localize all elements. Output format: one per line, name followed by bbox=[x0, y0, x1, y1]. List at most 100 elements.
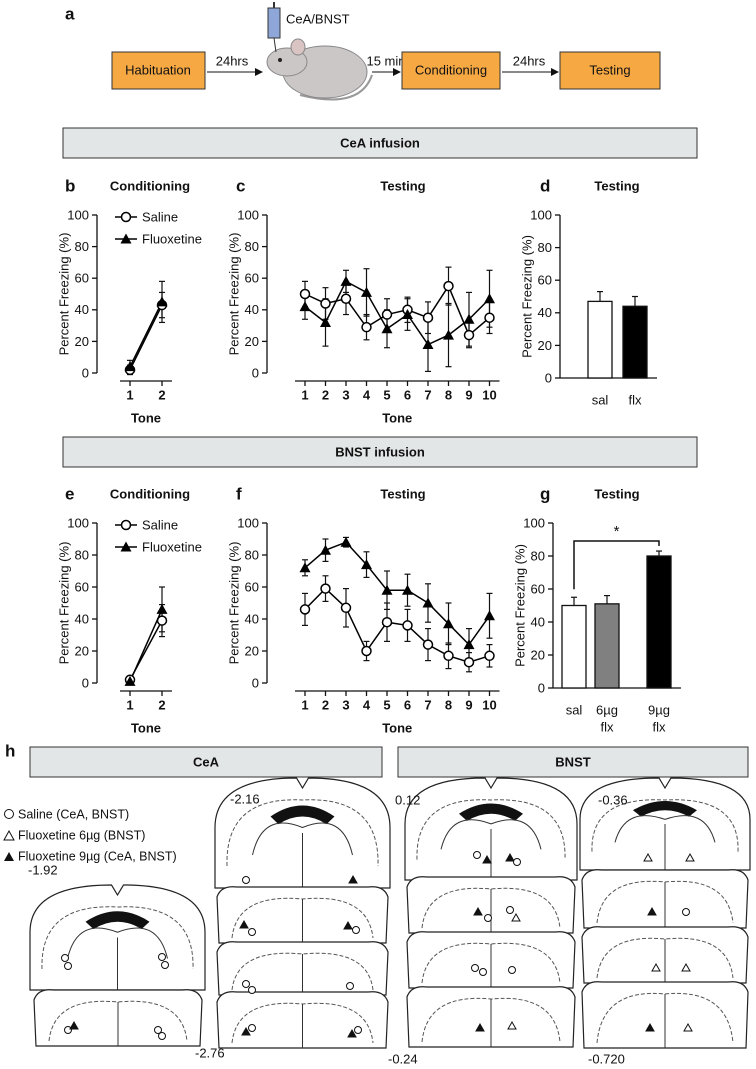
marker bbox=[443, 618, 454, 629]
marker bbox=[320, 544, 331, 555]
coordinate: -2.76 bbox=[195, 1045, 225, 1060]
brain-curve bbox=[596, 937, 734, 979]
x-tick-label: 10 bbox=[482, 387, 496, 402]
y-tick-label: 100 bbox=[530, 207, 552, 222]
marker bbox=[484, 610, 495, 621]
x-tick-label: 6 bbox=[404, 387, 411, 402]
y-tick-label: 100 bbox=[67, 515, 89, 530]
coordinate: -0.36 bbox=[598, 792, 628, 807]
chart-title: Conditioning bbox=[110, 178, 190, 193]
y-tick-label: 100 bbox=[67, 207, 89, 222]
y-tick-label: 60 bbox=[75, 579, 89, 594]
x-tick-label: 6 bbox=[404, 697, 411, 712]
marker bbox=[443, 650, 454, 662]
marker bbox=[361, 321, 372, 333]
marker bbox=[299, 301, 311, 312]
site-symbol bbox=[647, 906, 657, 916]
y-tick-label: 0 bbox=[545, 370, 552, 385]
y-tick-label: 20 bbox=[245, 643, 259, 658]
legend-text: Fluoxetine bbox=[142, 231, 202, 246]
site-symbol bbox=[508, 966, 516, 974]
site-symbol bbox=[242, 980, 250, 988]
brain-curve bbox=[421, 887, 561, 929]
region-banner bbox=[29, 746, 383, 778]
marker bbox=[361, 286, 372, 297]
bar bbox=[561, 604, 587, 689]
marker bbox=[340, 275, 352, 286]
ventricle bbox=[85, 911, 150, 930]
x-tick-label: 5 bbox=[383, 387, 390, 402]
site-symbol bbox=[347, 1028, 357, 1038]
marker bbox=[320, 583, 331, 594]
marker bbox=[463, 639, 475, 650]
panel-label: a bbox=[65, 4, 75, 23]
x-tick-label: 9 bbox=[465, 697, 472, 712]
site-symbol bbox=[475, 1022, 485, 1032]
x-tick-label: 8 bbox=[445, 697, 452, 712]
marker bbox=[124, 361, 136, 372]
ventricle bbox=[270, 805, 335, 825]
bar bbox=[622, 305, 648, 379]
marker bbox=[443, 280, 454, 292]
marker bbox=[340, 536, 352, 547]
series-line bbox=[129, 304, 163, 371]
y-axis-label: Percent Freezing (%) bbox=[226, 233, 241, 356]
marker bbox=[422, 339, 434, 350]
marker bbox=[402, 620, 413, 631]
panel-label: b bbox=[65, 176, 75, 195]
x-tick-label: 8 bbox=[445, 387, 452, 402]
step-box bbox=[559, 51, 661, 90]
legend-symbol bbox=[4, 809, 14, 819]
marker bbox=[340, 293, 352, 304]
marker bbox=[443, 329, 454, 340]
y-tick-label: 40 bbox=[538, 305, 552, 320]
section-title: BNST infusion bbox=[335, 444, 425, 459]
brain-inner bbox=[591, 799, 739, 852]
marker bbox=[299, 288, 311, 300]
marker bbox=[299, 604, 311, 615]
marker bbox=[484, 650, 495, 662]
panel-label: d bbox=[540, 176, 550, 195]
site-symbol bbox=[473, 906, 483, 916]
x-tick-label: 7 bbox=[424, 697, 431, 712]
site-symbol bbox=[651, 962, 661, 972]
marker bbox=[463, 313, 475, 324]
site-symbol bbox=[643, 852, 653, 862]
site-symbol bbox=[682, 908, 690, 916]
site-symbol bbox=[248, 986, 256, 994]
marker bbox=[299, 562, 311, 573]
bar bbox=[594, 603, 620, 689]
site-symbol bbox=[683, 1022, 693, 1032]
y-tick-label: 80 bbox=[531, 548, 545, 563]
x-tick-label: 7 bbox=[424, 387, 431, 402]
brain-curve bbox=[67, 927, 168, 959]
marker bbox=[320, 298, 331, 309]
y-tick-label: 100 bbox=[523, 515, 545, 530]
marker bbox=[381, 309, 393, 320]
marker bbox=[463, 329, 475, 341]
y-tick-label: 80 bbox=[245, 547, 259, 562]
section-banner bbox=[62, 127, 698, 159]
brain-inner bbox=[41, 906, 194, 970]
site-symbol bbox=[158, 1032, 166, 1040]
brain-sections bbox=[29, 777, 751, 1049]
coordinate: -0.24 bbox=[388, 1051, 418, 1066]
site-symbol bbox=[511, 912, 521, 922]
x-tick-label: flx bbox=[629, 392, 643, 407]
region-banner bbox=[397, 746, 749, 778]
site-symbol bbox=[479, 968, 487, 976]
y-tick-label: 80 bbox=[75, 547, 89, 562]
y-tick-label: 80 bbox=[245, 239, 259, 254]
marker bbox=[381, 584, 393, 595]
y-tick-label: 0 bbox=[252, 675, 259, 690]
panel-label: e bbox=[65, 484, 74, 503]
region-title: BNST bbox=[555, 754, 590, 769]
y-tick-label: 80 bbox=[538, 240, 552, 255]
chart-title: Testing bbox=[380, 178, 425, 193]
y-tick-label: 60 bbox=[531, 581, 545, 596]
marker bbox=[402, 309, 413, 320]
marker bbox=[381, 616, 393, 628]
x-tick-label: 5 bbox=[383, 697, 390, 712]
site-symbol bbox=[473, 851, 481, 859]
panel-label: f bbox=[236, 484, 242, 503]
